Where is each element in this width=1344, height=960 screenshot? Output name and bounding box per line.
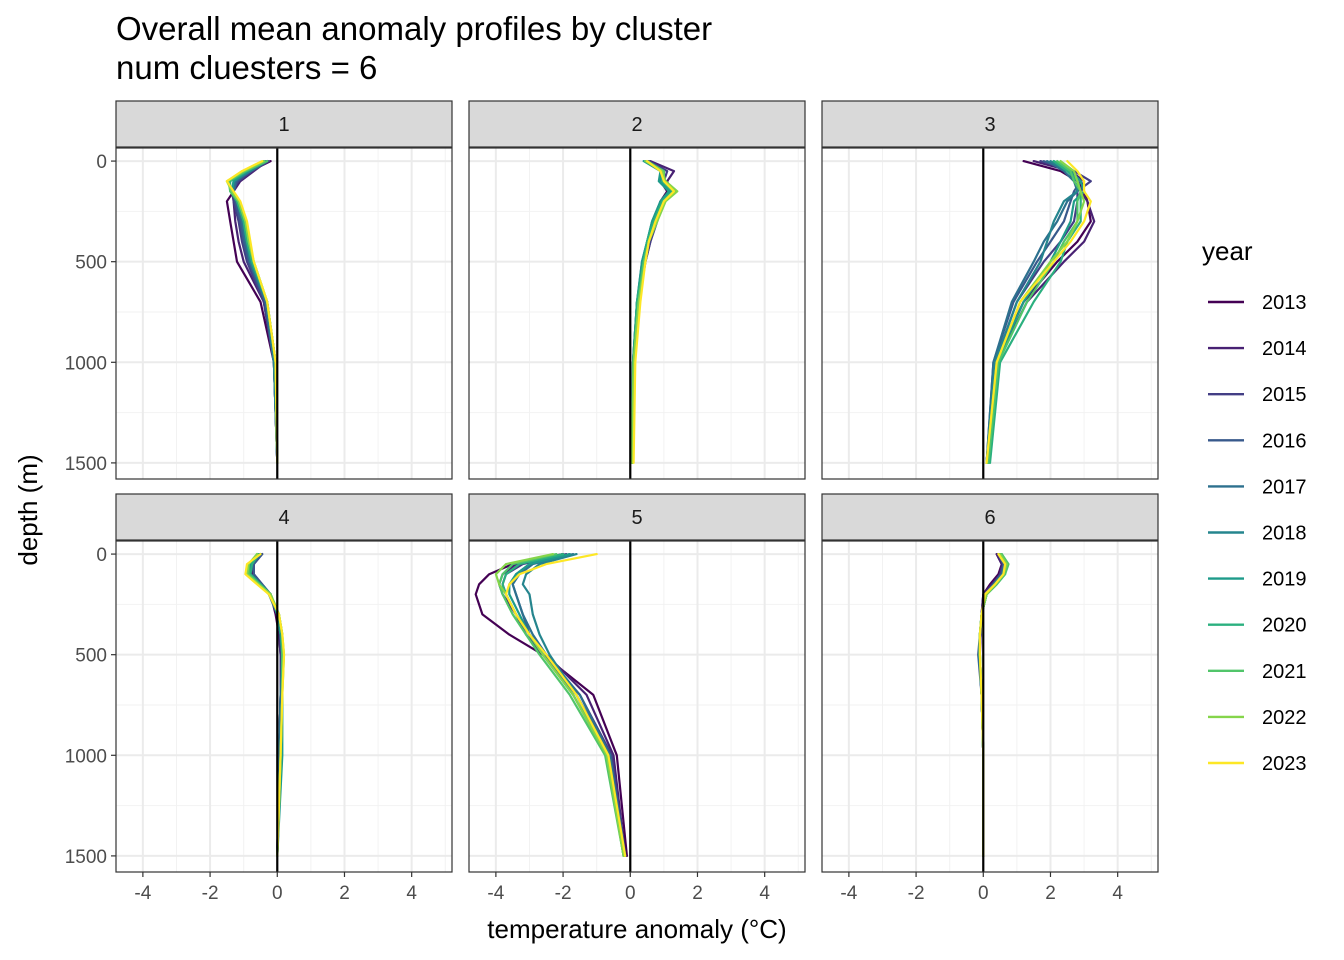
y-tick-label: 0 — [96, 545, 107, 566]
strip-background — [821, 493, 1159, 541]
plot-background — [469, 541, 805, 872]
panel-border — [115, 540, 453, 873]
plot-background — [116, 541, 452, 872]
legend-label: 2015 — [1262, 384, 1307, 406]
strip-label: 3 — [984, 114, 995, 136]
series-lines — [985, 160, 1096, 464]
panel-2: 2 — [468, 100, 806, 480]
panel-border — [468, 540, 806, 873]
legend-label: 2021 — [1262, 661, 1307, 683]
plot-background — [116, 148, 452, 479]
panel-border — [115, 147, 453, 480]
series-lines — [977, 552, 1010, 858]
x-axis-title: temperature anomaly (°C) — [487, 914, 786, 944]
y-tick-label: 1500 — [65, 847, 107, 868]
legend-label: 2013 — [1262, 292, 1307, 314]
strip-background — [115, 100, 453, 148]
chart-title: Overall mean anomaly profiles by cluster — [116, 10, 712, 47]
series-line-2017 — [985, 160, 1079, 464]
x-tick-label: 0 — [978, 883, 989, 904]
plot-background — [822, 541, 1158, 872]
strip-label: 2 — [631, 114, 642, 136]
strip-background — [821, 100, 1159, 148]
series-line-2023 — [504, 552, 627, 858]
strip-background — [468, 100, 806, 148]
panel-border — [821, 147, 1159, 480]
x-tick-label: 2 — [692, 883, 703, 904]
panel-4: 4 0 500 1000 1500 -4 -2 0 2 4 — [65, 493, 453, 904]
legend-label: 2023 — [1262, 753, 1307, 775]
series-lines — [474, 552, 629, 858]
legend-label: 2016 — [1262, 430, 1307, 452]
x-tick-label: 0 — [272, 883, 283, 904]
x-tick-label: 0 — [625, 883, 636, 904]
y-tick-label: 1000 — [65, 353, 107, 374]
series-line-2021 — [498, 552, 625, 858]
y-tick-label: 500 — [75, 253, 107, 274]
series-line-2023 — [985, 160, 1092, 464]
legend-label: 2022 — [1262, 707, 1307, 729]
y-tick-label: 1500 — [65, 454, 107, 475]
strip-label: 5 — [631, 507, 642, 529]
strip-label: 1 — [278, 114, 289, 136]
series-line-2023 — [244, 552, 286, 858]
panel-border — [468, 147, 806, 480]
x-tick-label: 4 — [1112, 883, 1123, 904]
panel-6: 6 -4 -2 0 2 4 — [821, 493, 1159, 904]
x-tick-label: -4 — [134, 883, 151, 904]
x-tick-label: -4 — [840, 883, 857, 904]
x-tick-label: 2 — [1045, 883, 1056, 904]
x-tick-label: -2 — [202, 883, 219, 904]
y-tick-label: 1000 — [65, 746, 107, 767]
series-lines — [225, 160, 279, 464]
panel-5: 5 -4 -2 0 2 4 — [468, 493, 806, 904]
panel-1: 1 0 500 1000 1500 — [65, 100, 453, 480]
x-tick-label: 2 — [339, 883, 350, 904]
strip-label: 6 — [984, 507, 995, 529]
series-line-2023 — [632, 160, 676, 464]
series-line-2020 — [988, 160, 1082, 464]
series-lines — [630, 160, 679, 464]
x-tick-label: -4 — [487, 883, 504, 904]
legend-label: 2017 — [1262, 476, 1307, 498]
legend-title: year — [1202, 236, 1253, 266]
legend-label: 2014 — [1262, 338, 1307, 360]
strip-label: 4 — [278, 507, 289, 529]
y-axis-title: depth (m) — [13, 454, 43, 565]
series-line-2023 — [225, 160, 279, 464]
y-tick-label: 500 — [75, 646, 107, 667]
strip-background — [468, 493, 806, 541]
panel-border — [821, 540, 1159, 873]
legend-label: 2020 — [1262, 615, 1307, 637]
y-tick-label: 0 — [96, 152, 107, 173]
panel-3: 3 — [821, 100, 1159, 480]
legend-label: 2018 — [1262, 523, 1307, 545]
series-line-2013 — [474, 552, 629, 858]
strip-background — [115, 493, 453, 541]
facet-panels: 1 0 500 1000 1500 2 3 4 0 500 1000 1500 -4 -2 0 2 4 5 -4 -2… — [65, 100, 1159, 904]
legend-label: 2019 — [1262, 569, 1307, 591]
legend: year 2013 2014 2015 2016 2017 2018 2019 2020 202… — [1202, 236, 1307, 775]
series-line-2017 — [511, 552, 627, 858]
x-tick-label: 4 — [406, 883, 417, 904]
x-tick-label: -2 — [908, 883, 925, 904]
chart-subtitle: num cluesters = 6 — [116, 49, 377, 86]
x-tick-label: -2 — [555, 883, 572, 904]
x-tick-label: 4 — [759, 883, 770, 904]
series-line-2022 — [630, 160, 679, 464]
series-line-2023 — [978, 552, 1007, 858]
